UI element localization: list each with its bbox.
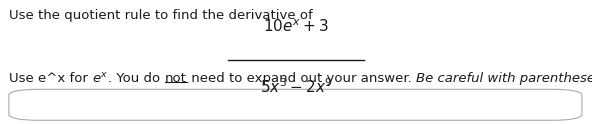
Text: not: not: [165, 72, 186, 85]
Text: need to expand out your answer.: need to expand out your answer.: [186, 72, 416, 85]
Text: $5x^3 - 2x^9$: $5x^3 - 2x^9$: [259, 77, 333, 96]
Text: Be careful with parentheses!: Be careful with parentheses!: [416, 72, 592, 85]
Text: . You do: . You do: [108, 72, 165, 85]
Text: Use e^x for: Use e^x for: [9, 72, 92, 85]
Text: $10e^{x} + 3$: $10e^{x} + 3$: [263, 18, 329, 35]
Text: $e^{x}$: $e^{x}$: [92, 72, 108, 86]
FancyBboxPatch shape: [9, 89, 582, 120]
Text: Use the quotient rule to find the derivative of: Use the quotient rule to find the deriva…: [9, 9, 313, 22]
